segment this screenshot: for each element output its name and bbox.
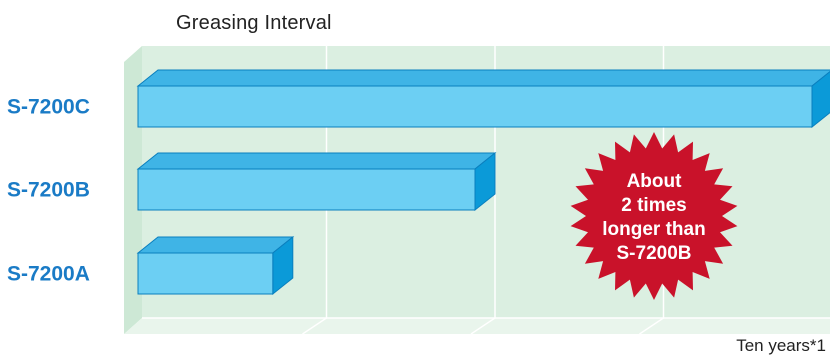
starburst-badge (570, 132, 738, 300)
bar (137, 85, 813, 128)
category-label: S-7200B (7, 179, 90, 202)
chart-title: Greasing Interval (176, 12, 332, 34)
bar-top-face (136, 236, 295, 254)
category-label: S-7200C (7, 96, 90, 119)
badge-text-line: longer than (602, 219, 705, 240)
badge-text-line: About (627, 171, 683, 192)
bar-top-face (136, 69, 830, 87)
floor-grid-line (470, 317, 496, 335)
bar-top-face (136, 152, 497, 170)
bar (137, 168, 476, 211)
floor-grid-line (302, 317, 327, 335)
category-label: S-7200A (7, 263, 90, 286)
x-axis-note: Ten years*1 (736, 336, 826, 355)
badge-text-line: 2 times (621, 195, 686, 216)
floor-grid-line (639, 317, 664, 335)
plot-floor (124, 318, 830, 334)
badge-text-line: S-7200B (617, 243, 692, 264)
bar (137, 252, 274, 295)
